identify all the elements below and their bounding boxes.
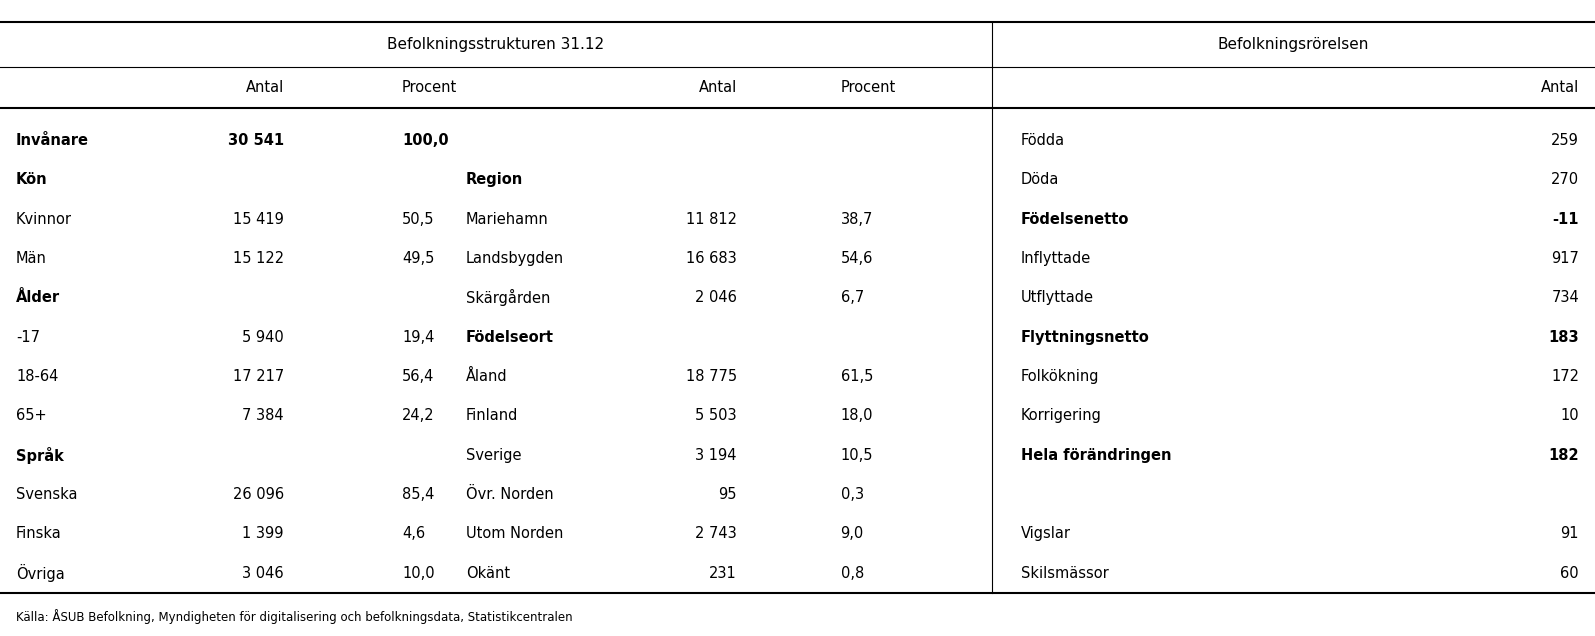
Text: Inflyttade: Inflyttade xyxy=(1021,251,1091,266)
Text: Folkökning: Folkökning xyxy=(1021,369,1099,384)
Text: 10,5: 10,5 xyxy=(841,448,872,462)
Text: Flyttningsnetto: Flyttningsnetto xyxy=(1021,329,1150,345)
Text: 60: 60 xyxy=(1560,565,1579,581)
Text: Kön: Kön xyxy=(16,172,48,188)
Text: 1 399: 1 399 xyxy=(242,526,284,541)
Text: 38,7: 38,7 xyxy=(841,212,872,226)
Text: Antal: Antal xyxy=(1541,80,1579,95)
Text: 259: 259 xyxy=(1552,133,1579,148)
Text: Födda: Födda xyxy=(1021,133,1065,148)
Text: 15 419: 15 419 xyxy=(233,212,284,226)
Text: Finska: Finska xyxy=(16,526,62,541)
Text: Övr. Norden: Övr. Norden xyxy=(466,487,553,502)
Text: Sverige: Sverige xyxy=(466,448,522,462)
Text: Korrigering: Korrigering xyxy=(1021,408,1102,424)
Text: Åland: Åland xyxy=(466,369,507,384)
Text: 2 743: 2 743 xyxy=(695,526,737,541)
Text: Svenska: Svenska xyxy=(16,487,78,502)
Text: 95: 95 xyxy=(718,487,737,502)
Text: Skärgården: Skärgården xyxy=(466,289,550,307)
Text: 4,6: 4,6 xyxy=(402,526,424,541)
Text: 91: 91 xyxy=(1560,526,1579,541)
Text: 11 812: 11 812 xyxy=(686,212,737,226)
Text: 5 940: 5 940 xyxy=(242,329,284,345)
Text: 18 775: 18 775 xyxy=(686,369,737,384)
Text: 0,3: 0,3 xyxy=(841,487,863,502)
Text: Skilsmässor: Skilsmässor xyxy=(1021,565,1109,581)
Text: 2 046: 2 046 xyxy=(695,290,737,305)
Text: Födelsenetto: Födelsenetto xyxy=(1021,212,1129,226)
Text: 18,0: 18,0 xyxy=(841,408,872,424)
Text: 0,8: 0,8 xyxy=(841,565,864,581)
Text: Utom Norden: Utom Norden xyxy=(466,526,563,541)
Text: Hela förändringen: Hela förändringen xyxy=(1021,448,1171,462)
Text: Övriga: Övriga xyxy=(16,564,65,582)
Text: 10,0: 10,0 xyxy=(402,565,434,581)
Text: Födelseort: Födelseort xyxy=(466,329,553,345)
Text: 24,2: 24,2 xyxy=(402,408,434,424)
Text: -17: -17 xyxy=(16,329,40,345)
Text: 183: 183 xyxy=(1549,329,1579,345)
Text: Ålder: Ålder xyxy=(16,290,61,305)
Text: Region: Region xyxy=(466,172,523,188)
Text: 9,0: 9,0 xyxy=(841,526,864,541)
Text: 3 046: 3 046 xyxy=(242,565,284,581)
Text: Mariehamn: Mariehamn xyxy=(466,212,549,226)
Text: Vigslar: Vigslar xyxy=(1021,526,1070,541)
Text: Invånare: Invånare xyxy=(16,133,89,148)
Text: Procent: Procent xyxy=(841,80,896,95)
Text: 3 194: 3 194 xyxy=(695,448,737,462)
Text: 182: 182 xyxy=(1549,448,1579,462)
Text: Antal: Antal xyxy=(699,80,737,95)
Text: 5 503: 5 503 xyxy=(695,408,737,424)
Text: 85,4: 85,4 xyxy=(402,487,434,502)
Text: 6,7: 6,7 xyxy=(841,290,864,305)
Text: Landsbygden: Landsbygden xyxy=(466,251,565,266)
Text: 61,5: 61,5 xyxy=(841,369,872,384)
Text: 10: 10 xyxy=(1560,408,1579,424)
Text: Språk: Språk xyxy=(16,446,64,464)
Text: -11: -11 xyxy=(1552,212,1579,226)
Text: Män: Män xyxy=(16,251,46,266)
Text: 17 217: 17 217 xyxy=(233,369,284,384)
Text: Antal: Antal xyxy=(246,80,284,95)
Text: 270: 270 xyxy=(1550,172,1579,188)
Text: Okänt: Okänt xyxy=(466,565,510,581)
Text: 56,4: 56,4 xyxy=(402,369,434,384)
Text: 231: 231 xyxy=(710,565,737,581)
Text: 50,5: 50,5 xyxy=(402,212,434,226)
Text: Källa: ÅSUB Befolkning, Myndigheten för digitalisering och befolkningsdata, Stat: Källa: ÅSUB Befolkning, Myndigheten för … xyxy=(16,609,573,625)
Text: 917: 917 xyxy=(1552,251,1579,266)
Text: 15 122: 15 122 xyxy=(233,251,284,266)
Text: 30 541: 30 541 xyxy=(228,133,284,148)
Text: Befolkningsstrukturen 31.12: Befolkningsstrukturen 31.12 xyxy=(388,37,605,52)
Text: 26 096: 26 096 xyxy=(233,487,284,502)
Text: 19,4: 19,4 xyxy=(402,329,434,345)
Text: Finland: Finland xyxy=(466,408,518,424)
Text: 65+: 65+ xyxy=(16,408,46,424)
Text: 54,6: 54,6 xyxy=(841,251,872,266)
Text: 734: 734 xyxy=(1552,290,1579,305)
Text: 16 683: 16 683 xyxy=(686,251,737,266)
Text: Befolkningsrörelsen: Befolkningsrörelsen xyxy=(1219,37,1369,52)
Text: Utflyttade: Utflyttade xyxy=(1021,290,1094,305)
Text: Kvinnor: Kvinnor xyxy=(16,212,72,226)
Text: Döda: Döda xyxy=(1021,172,1059,188)
Text: 7 384: 7 384 xyxy=(242,408,284,424)
Text: 172: 172 xyxy=(1550,369,1579,384)
Text: 100,0: 100,0 xyxy=(402,133,448,148)
Text: 49,5: 49,5 xyxy=(402,251,434,266)
Text: Procent: Procent xyxy=(402,80,458,95)
Text: 18-64: 18-64 xyxy=(16,369,59,384)
